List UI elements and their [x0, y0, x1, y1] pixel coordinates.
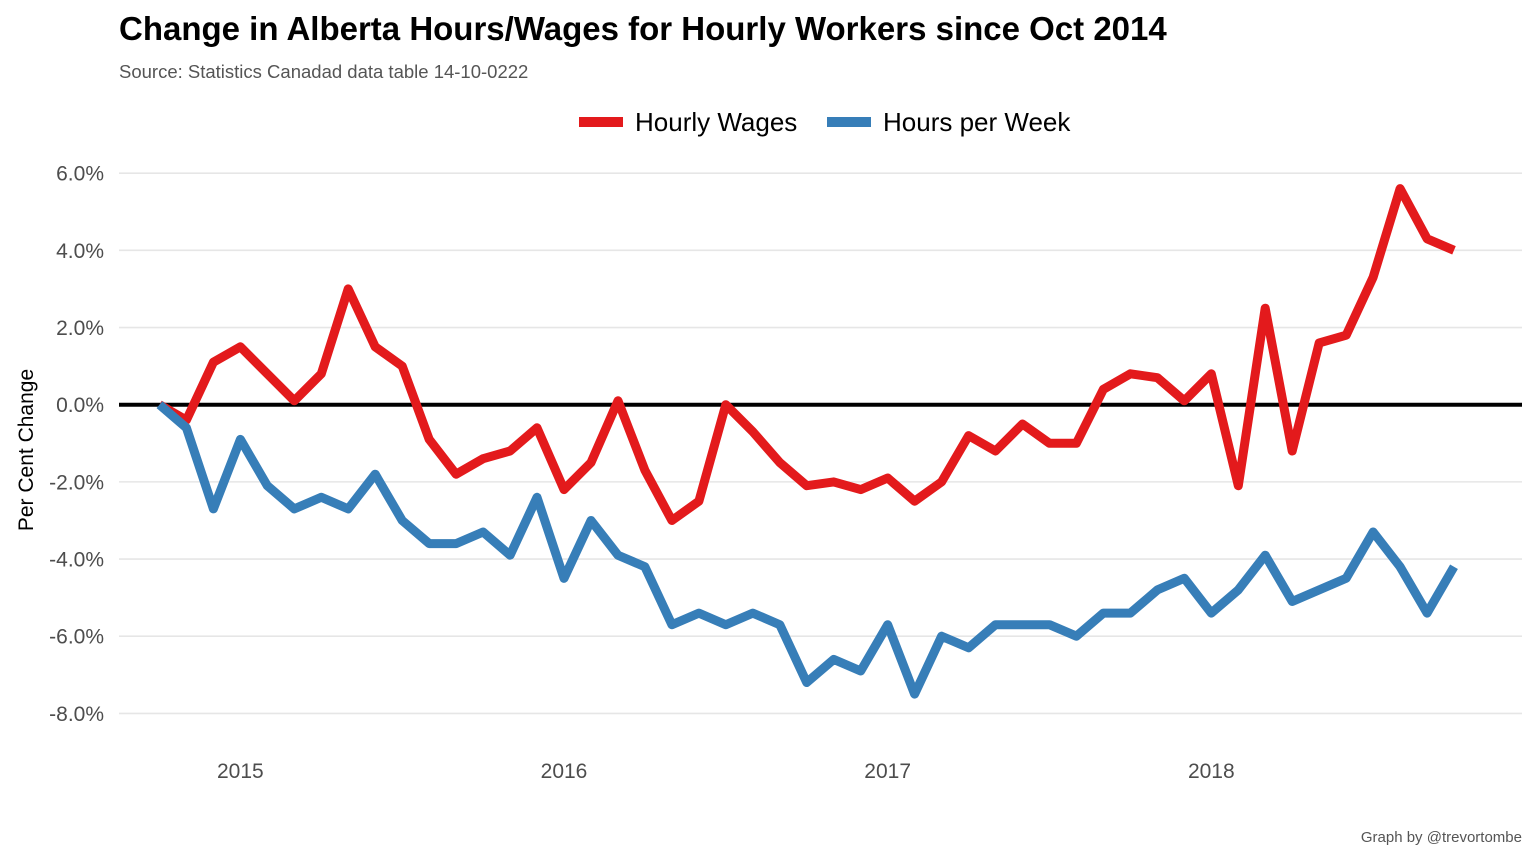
- y-tick-label: 2.0%: [56, 317, 104, 340]
- legend-label: Hourly Wages: [635, 107, 797, 137]
- x-tick-label: 2015: [217, 760, 264, 783]
- y-tick-label: 0.0%: [56, 394, 104, 417]
- x-tick-label: 2018: [1188, 760, 1235, 783]
- x-tick-label: 2016: [541, 760, 588, 783]
- y-tick-label: -6.0%: [49, 626, 104, 649]
- y-tick-label: -2.0%: [49, 471, 104, 494]
- chart-caption: Graph by @trevortombe: [1360, 829, 1522, 846]
- y-tick-label: 4.0%: [56, 240, 104, 263]
- legend: Hourly Wages Hours per Week: [579, 107, 1071, 137]
- x-tick-label: 2017: [864, 760, 911, 783]
- grid-lines: [119, 172, 1522, 715]
- y-axis-ticks: -8.0% -6.0% -4.0% -2.0% 0.0% 2.0% 4.0% 6.0%: [49, 163, 104, 726]
- x-axis-ticks: 2015 2016 2017 2018: [217, 760, 1235, 783]
- chart-subtitle: Source: Statistics Canadad data table 14…: [119, 61, 529, 82]
- y-tick-label: -4.0%: [49, 549, 104, 572]
- y-tick-label: -8.0%: [49, 703, 104, 726]
- y-axis-title: Per Cent Change: [15, 369, 38, 531]
- legend-key: [827, 117, 871, 127]
- legend-label: Hours per Week: [883, 107, 1071, 137]
- y-tick-label: 6.0%: [56, 163, 104, 186]
- series-line-hourly-wages: [157, 184, 1456, 525]
- series-line-hours-per-week: [156, 401, 1458, 699]
- legend-key: [579, 117, 623, 127]
- chart-title: Change in Alberta Hours/Wages for Hourly…: [119, 10, 1167, 47]
- series-lines: [156, 184, 1458, 699]
